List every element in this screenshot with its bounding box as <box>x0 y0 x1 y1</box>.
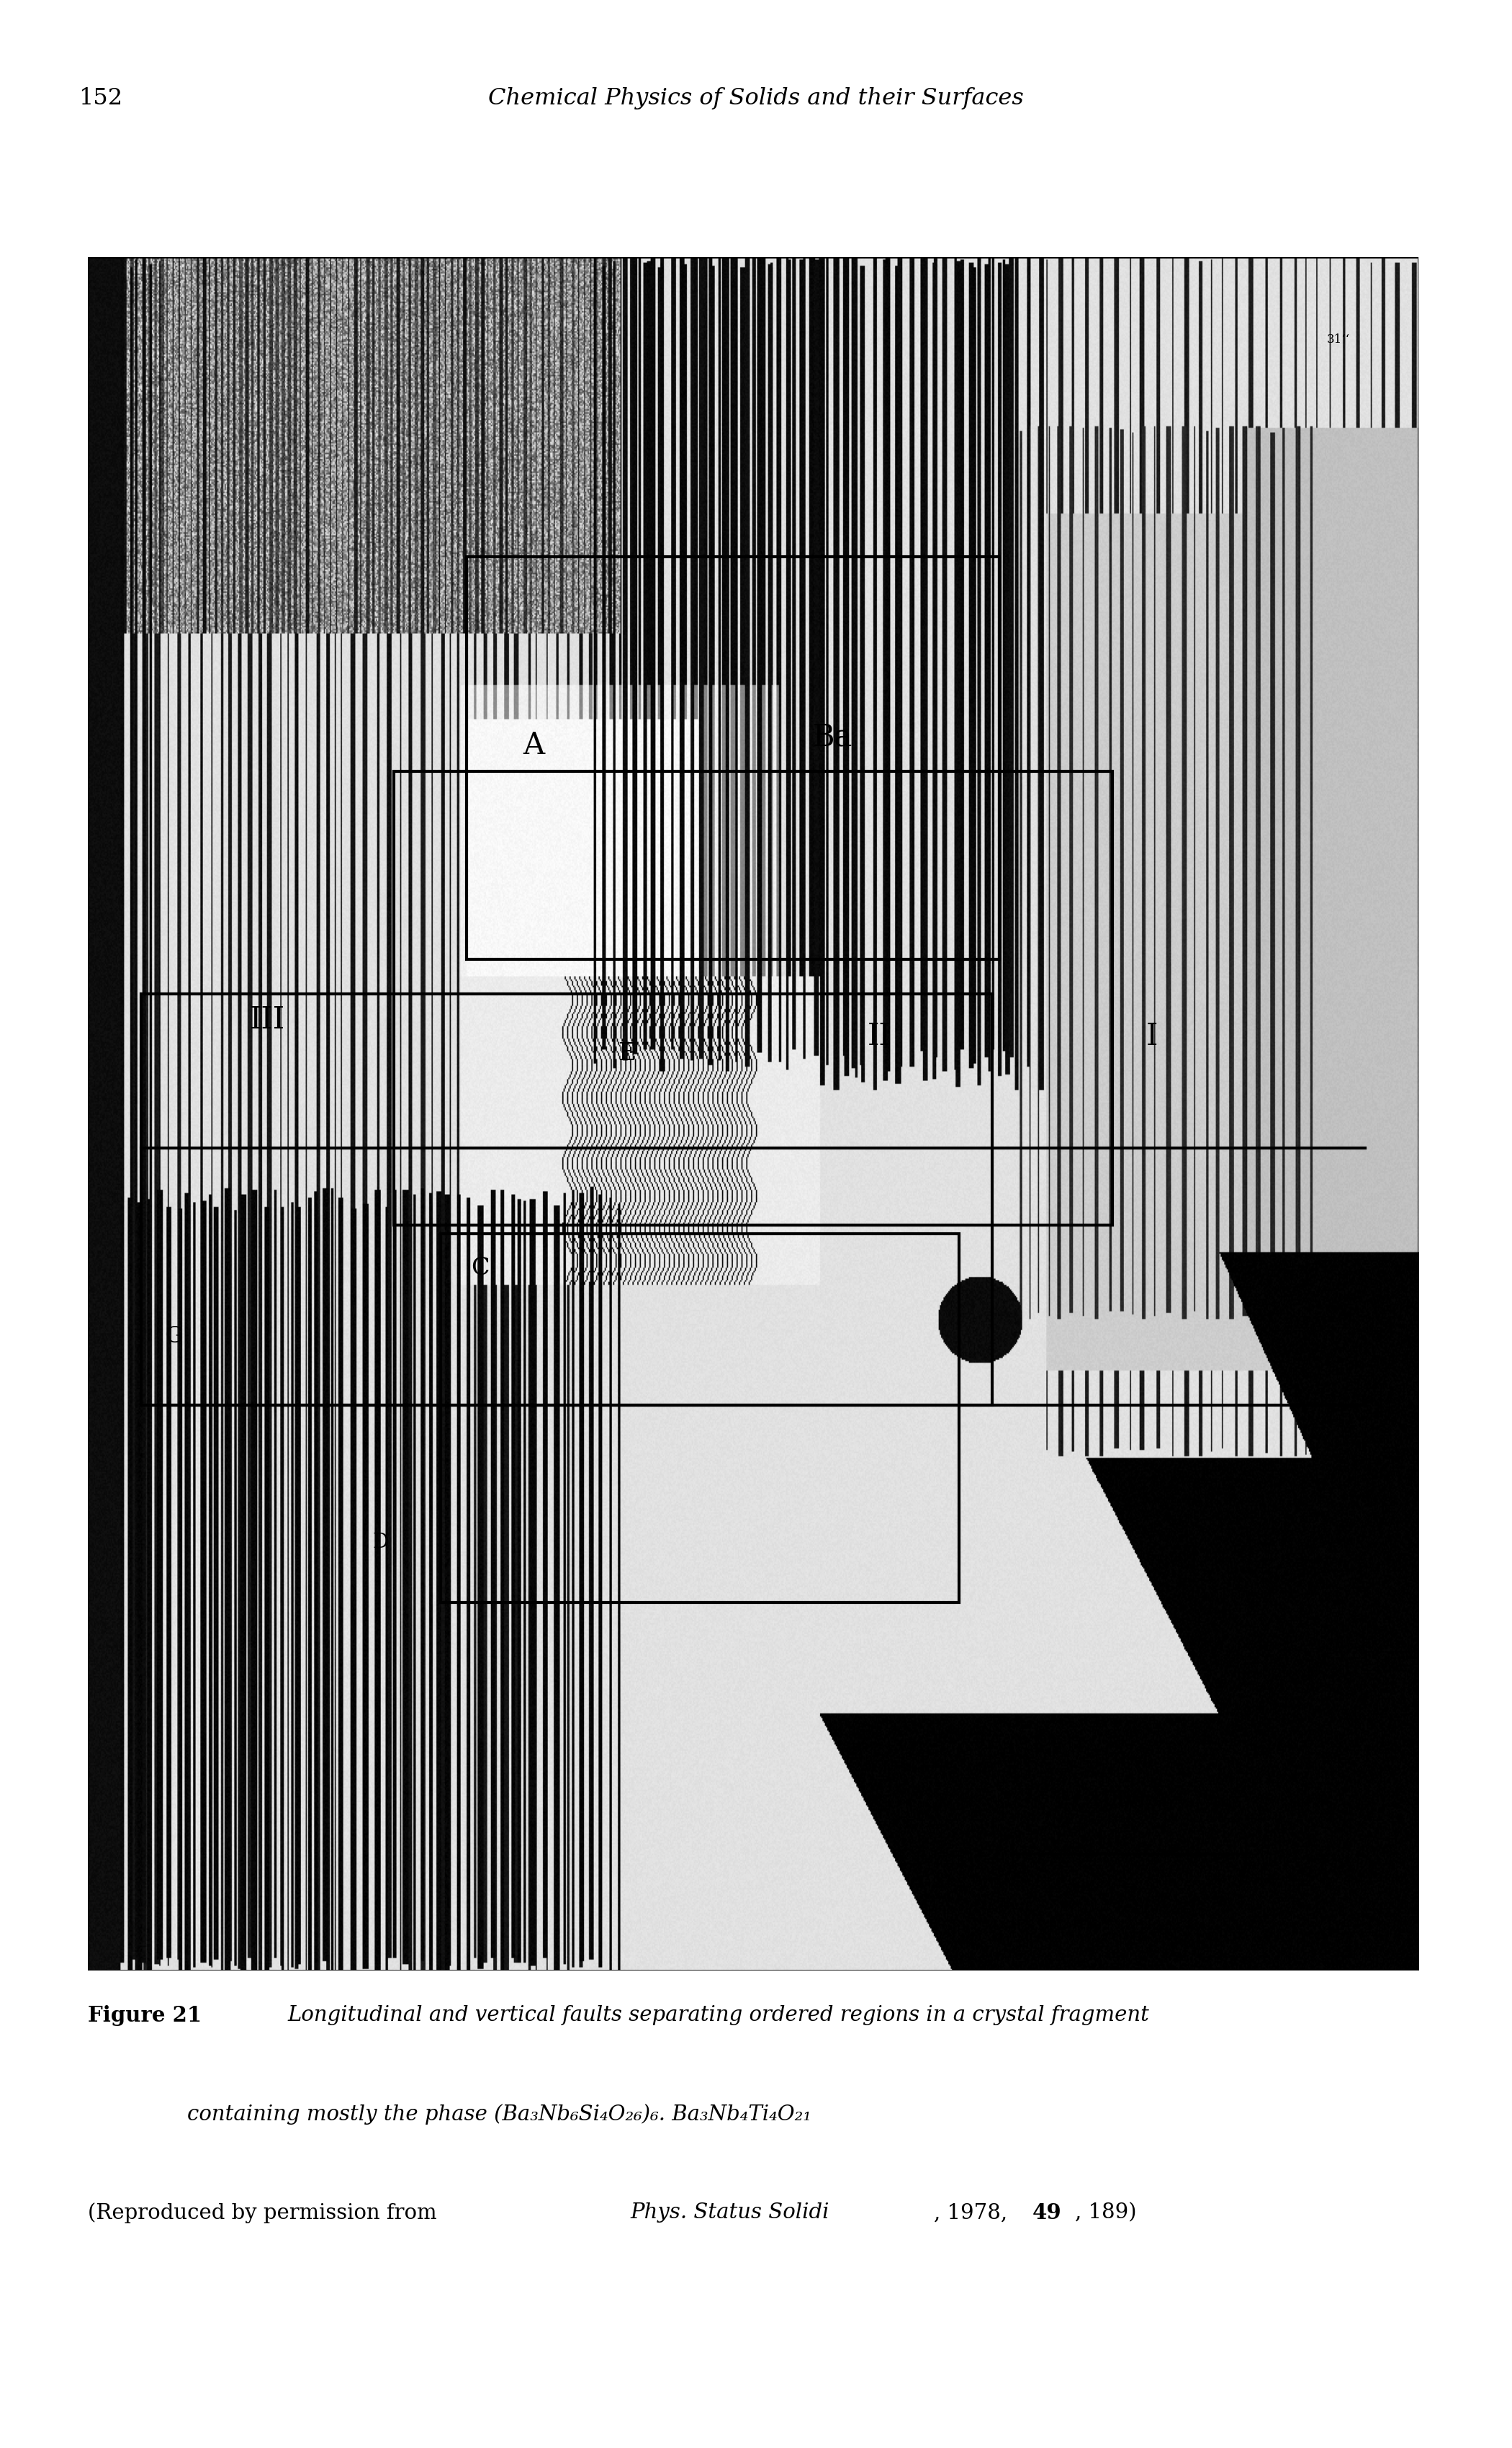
Text: containing mostly the phase (Ba₃Nb₆Si₄O₂₆)₆. Ba₃Nb₄Ti₄O₂₁: containing mostly the phase (Ba₃Nb₆Si₄O₂… <box>187 2103 812 2125</box>
Text: A: A <box>523 730 544 761</box>
Text: 1000 Å: 1000 Å <box>1090 1789 1169 1812</box>
Text: , 1978,: , 1978, <box>934 2203 1015 2223</box>
Text: Phys. Status Solidi: Phys. Status Solidi <box>631 2203 830 2223</box>
Text: , 189): , 189) <box>1075 2203 1137 2223</box>
Bar <box>440 1234 959 1601</box>
Text: Longitudinal and vertical faults separating ordered regions in a crystal fragmen: Longitudinal and vertical faults separat… <box>287 2005 1149 2024</box>
Text: II: II <box>868 1021 891 1053</box>
Text: D: D <box>372 1532 389 1552</box>
Text: Figure 21: Figure 21 <box>88 2005 201 2027</box>
Text: (Reproduced by permission from: (Reproduced by permission from <box>88 2203 443 2223</box>
Text: E: E <box>618 1043 635 1065</box>
Text: I: I <box>1146 1021 1158 1053</box>
Text: III: III <box>249 1004 284 1036</box>
Text: G: G <box>165 1324 183 1349</box>
Text: C: C <box>472 1256 490 1280</box>
Bar <box>393 771 1113 1224</box>
Text: 31‘‘: 31‘‘ <box>1328 333 1350 345</box>
Text: 49: 49 <box>1033 2203 1061 2223</box>
Text: Ba: Ba <box>813 722 853 752</box>
Text: 152: 152 <box>79 88 122 110</box>
Text: Chemical Physics of Solids and their Surfaces: Chemical Physics of Solids and their Sur… <box>488 88 1024 110</box>
Bar <box>467 558 999 960</box>
Bar <box>141 994 992 1405</box>
